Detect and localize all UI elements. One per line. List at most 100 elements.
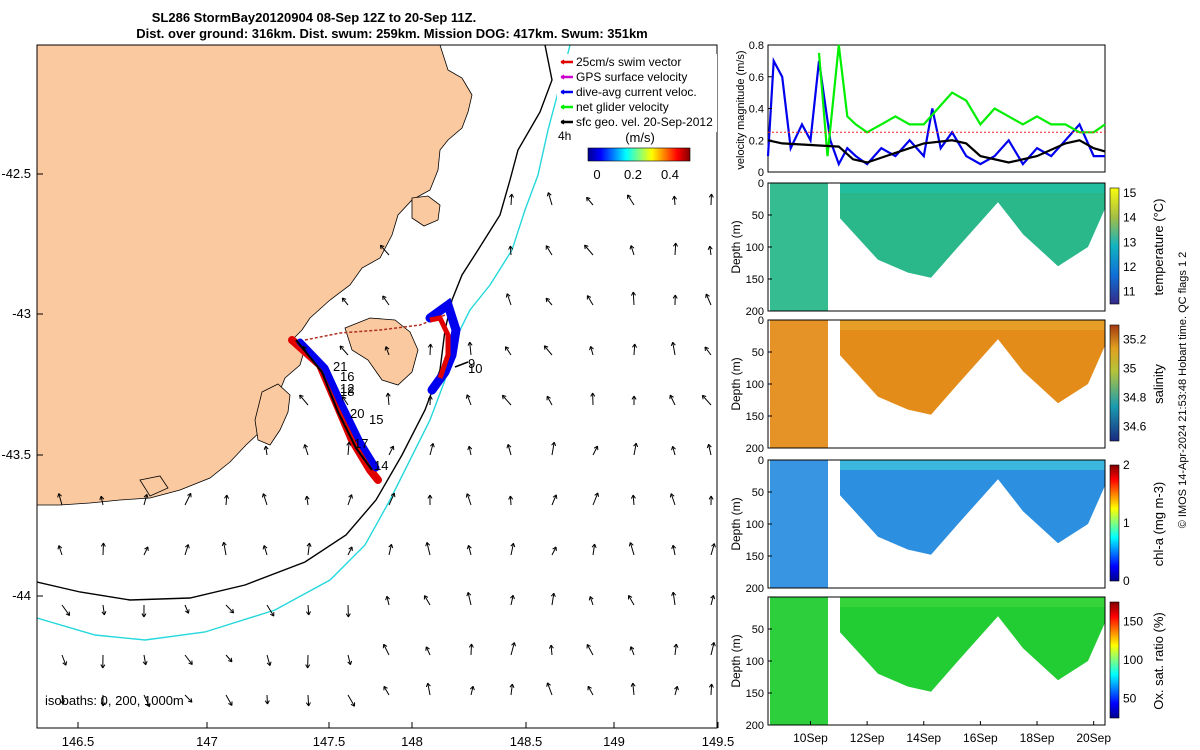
velocity-arrow <box>379 244 390 256</box>
section-panel: 0 50 100 150 200 Depth (m) 11 12 13 14 15 temperatu… <box>729 178 1166 318</box>
velocity-y-tick-label: 0.2 <box>749 135 764 147</box>
velocity-arrowhead <box>100 664 106 669</box>
time-tick-label: 12Sep <box>850 731 885 745</box>
velocity-ylabel: velocity magnitude (m/s) <box>735 50 747 169</box>
velocity-arrow <box>633 443 637 456</box>
time-tick-label: 20Sep <box>1076 731 1111 745</box>
velocity-arrow <box>225 694 233 706</box>
velocity-arrow <box>306 496 309 506</box>
velocity-arrowhead <box>505 293 511 298</box>
section-colorbar-tick-label: 34.6 <box>1123 420 1147 434</box>
velocity-arrowhead <box>671 591 677 597</box>
velocity-arrowhead <box>188 660 193 666</box>
velocity-arrow <box>674 644 677 656</box>
velocity-arrowhead <box>706 443 712 449</box>
velocity-arrowhead <box>545 245 551 250</box>
velocity-arrow <box>429 343 432 356</box>
velocity-arrowhead <box>508 245 514 250</box>
velocity-arrowhead <box>548 644 554 649</box>
velocity-arrow <box>502 394 512 406</box>
velocity-arrowhead <box>388 543 394 549</box>
velocity-arrowhead <box>509 193 514 198</box>
velocity-arrow <box>510 193 513 206</box>
section-colorbar-tick-label: 15 <box>1123 186 1137 200</box>
velocity-arrowhead <box>630 291 636 296</box>
map-x-tick-label: 147.5 <box>313 734 346 749</box>
velocity-arrow <box>470 686 474 696</box>
velocity-arrowhead <box>586 196 591 202</box>
section-panel: 0 50 100 150 200 Depth (m) 34.6 34.8 35 35.2 salin… <box>729 315 1166 455</box>
map-x-ticks: 146.5 147 147.5 148 148.5 149 149.5 <box>62 722 734 749</box>
velocity-arrow <box>467 592 472 606</box>
velocity-arrowhead <box>187 492 192 498</box>
colorbar-tick-label: 0 <box>593 167 600 182</box>
day-label: 14 <box>374 458 388 473</box>
velocity-arrowhead <box>306 611 311 616</box>
day-label: 10 <box>468 361 482 376</box>
section-surface-layer <box>840 597 1105 607</box>
velocity-arrow <box>386 596 390 606</box>
velocity-arrow <box>551 593 555 606</box>
velocity-series-line <box>766 56 1105 167</box>
velocity-arrowhead <box>142 660 148 666</box>
velocity-arrowhead <box>382 643 388 649</box>
velocity-arrowhead <box>708 193 714 198</box>
time-tick-label: 10Sep <box>793 731 828 745</box>
velocity-arrow <box>509 495 512 506</box>
section-early-block <box>770 320 828 448</box>
velocity-arrowhead <box>141 613 147 618</box>
velocity-arrowhead <box>229 608 235 614</box>
velocity-arrowhead <box>264 700 270 705</box>
section-y-tick-label: 200 <box>746 306 764 318</box>
velocity-arrowhead <box>429 443 435 448</box>
section-y-tick-label: 200 <box>746 443 764 455</box>
colorbar <box>587 147 691 162</box>
day-label: 15 <box>369 412 383 427</box>
velocity-arrowhead <box>304 495 310 500</box>
section-colorbar-label: Ox. sat. ratio (%) <box>1151 612 1166 710</box>
velocity-arrow <box>586 197 594 206</box>
title-line-1: SL286 StormBay20120904 08-Sep 12Z to 20-… <box>152 10 476 25</box>
velocity-arrow <box>429 443 434 456</box>
velocity-arrow <box>225 604 234 614</box>
velocity-arrowhead <box>466 591 472 597</box>
section-y-tick-label: 0 <box>758 315 764 327</box>
section-ylabel: Depth (m) <box>729 357 743 410</box>
velocity-arrow <box>704 346 712 356</box>
velocity-arrowhead <box>145 702 151 708</box>
velocity-arrowhead <box>704 346 709 352</box>
velocity-arrow <box>628 595 635 606</box>
day-label: 16 <box>340 369 354 384</box>
velocity-arrow <box>629 542 635 556</box>
section-colorbar-tick-label: 35.2 <box>1123 333 1147 347</box>
velocity-arrowhead <box>707 245 713 250</box>
velocity-arrowhead <box>65 611 71 617</box>
velocity-arrow <box>302 346 309 356</box>
island-north <box>411 195 441 227</box>
velocity-arrow <box>592 544 596 556</box>
map-y-tick-label: -43 <box>12 306 31 321</box>
velocity-arrowhead <box>425 646 430 651</box>
velocity-arrow <box>225 494 228 506</box>
velocity-arrowhead <box>379 244 385 250</box>
velocity-arrow <box>61 604 70 616</box>
velocity-arrowhead <box>467 445 473 451</box>
velocity-arrowhead <box>670 341 676 347</box>
velocity-arrow <box>674 242 677 256</box>
section-y-tick-label: 150 <box>746 688 764 700</box>
velocity-y-ticks: 0 0.2 0.4 0.6 0.8 <box>749 40 772 179</box>
velocity-arrowhead <box>143 494 149 499</box>
colorbar-label: (m/s) <box>625 130 655 145</box>
velocity-arrow <box>299 394 309 406</box>
legend-label: sfc geo. vel. 20-Sep-2012 <box>576 115 713 129</box>
tasman-peninsula <box>344 317 419 386</box>
velocity-arrow <box>627 194 635 206</box>
section-surface-layer <box>840 460 1105 470</box>
velocity-arrowhead <box>305 664 311 669</box>
day-label: 18 <box>340 384 354 399</box>
velocity-arrowhead <box>350 702 356 707</box>
velocity-arrowhead <box>383 685 388 691</box>
colorbar-ticks: 0 0.2 0.4 <box>593 167 679 182</box>
